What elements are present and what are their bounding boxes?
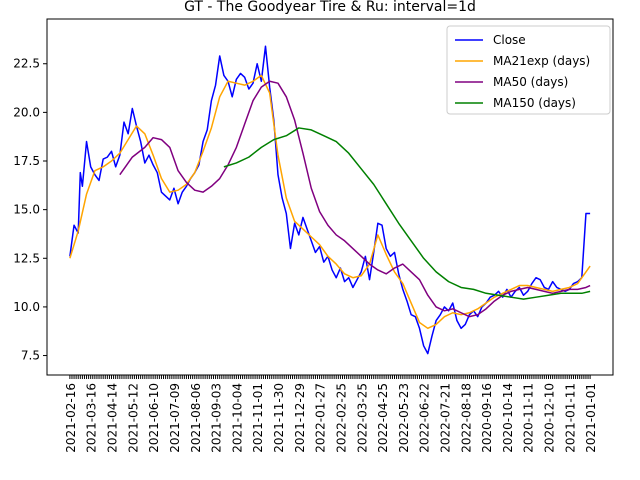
x-axis: 2021-02-16 2021-03-16 2021-04-14 2021-05-12… [64, 375, 598, 453]
x-tick-label: 2021-10-04 [230, 383, 244, 453]
x-tick-label: 2021-12-29 [293, 383, 307, 453]
y-axis: 7.5 10.0 12.5 15.0 17.5 20.0 22.5 [13, 57, 47, 363]
x-tick-label: 2022-05-23 [397, 383, 411, 453]
legend-label: MA50 (days) [493, 75, 568, 89]
series-line-2 [119, 80, 591, 318]
x-tick-label: 2021-11-01 [251, 383, 265, 453]
x-tick-label: 2021-01-11 [563, 383, 577, 453]
x-tick-label: 2021-06-10 [147, 383, 161, 453]
series-line-1 [69, 74, 591, 330]
x-tick-label: 2021-11-30 [272, 383, 286, 453]
x-tick-label: 2021-01-01 [584, 383, 598, 453]
legend-box [446, 25, 611, 115]
x-tick-label: 2021-03-16 [85, 383, 99, 453]
y-tick-label: 7.5 [21, 349, 40, 363]
x-tick-label: 2022-03-25 [355, 383, 369, 453]
x-tick-label: 2020-12-10 [543, 383, 557, 453]
y-tick-label: 12.5 [13, 251, 40, 265]
series-line-3 [223, 127, 591, 300]
x-tick-label: 2022-01-27 [314, 383, 328, 453]
x-tick-label: 2021-05-12 [126, 383, 140, 453]
series-layer [69, 45, 591, 355]
x-tick-label: 2021-09-03 [210, 383, 224, 453]
legend-label: Close [493, 33, 526, 47]
x-tick-label: 2022-08-18 [459, 383, 473, 453]
y-tick-label: 22.5 [13, 57, 40, 71]
y-tick-label: 20.0 [13, 105, 40, 119]
y-tick-label: 15.0 [13, 203, 40, 217]
x-tick-label: 2021-02-16 [64, 383, 78, 453]
x-tick-label: 2021-04-14 [106, 383, 120, 453]
x-tick-label: 2022-02-25 [334, 383, 348, 453]
legend: Close MA21exp (days) MA50 (days) MA150 (day… [446, 25, 611, 115]
x-tick-label: 2020-10-14 [501, 383, 515, 453]
chart-title: GT - The Goodyear Tire & Ru: interval=1d [184, 0, 476, 15]
legend-label: MA21exp (days) [493, 54, 590, 68]
plot-frame [46, 18, 614, 376]
x-tick-label: 2020-09-16 [480, 383, 494, 453]
y-tick-label: 10.0 [13, 300, 40, 314]
legend-label: MA150 (days) [493, 96, 576, 110]
x-tick-label: 2020-11-11 [522, 383, 536, 453]
x-tick-label: 2021-08-06 [189, 383, 203, 453]
x-tick-label: 2021-07-09 [168, 383, 182, 453]
x-tick-label: 2022-07-21 [438, 383, 452, 453]
y-tick-label: 17.5 [13, 154, 40, 168]
x-tick-label: 2022-04-25 [376, 383, 390, 453]
x-tick-label: 2022-06-22 [418, 383, 432, 453]
